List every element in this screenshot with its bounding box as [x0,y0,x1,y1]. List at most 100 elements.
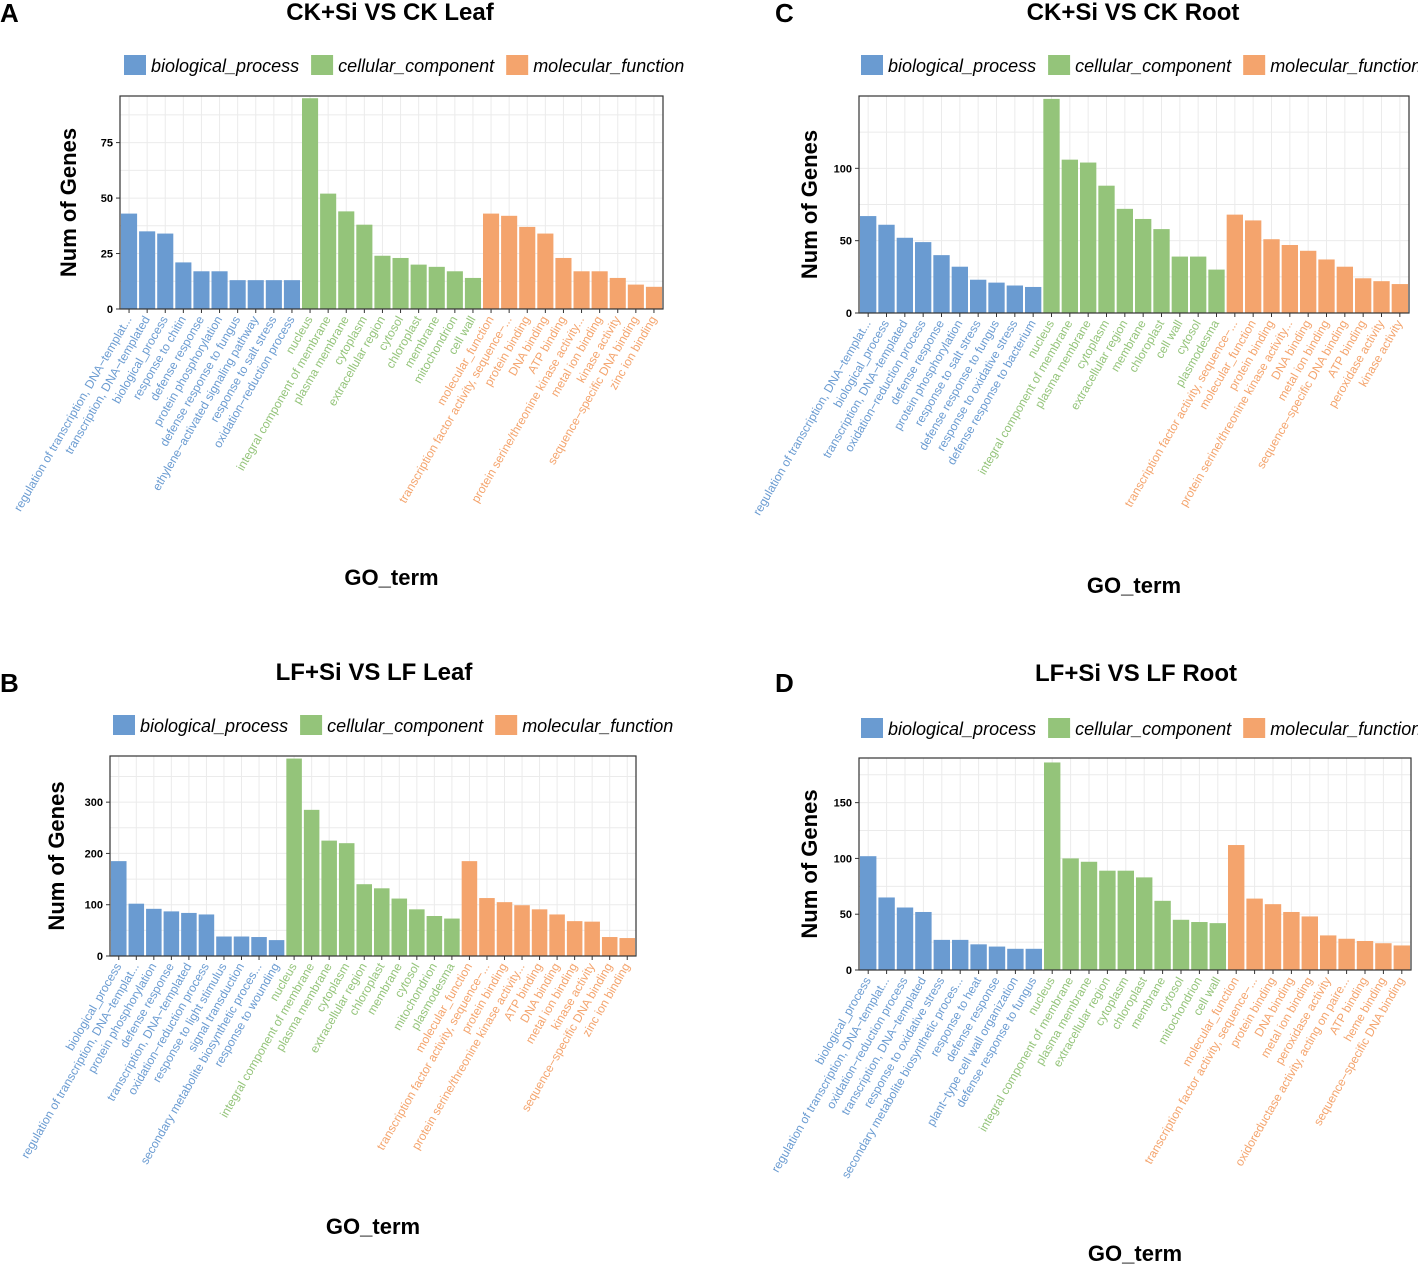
panel-b: B LF+Si VS LF Leaf biological_process cellu… [0,634,709,1268]
chart-title: CK+Si VS CK Leaf [286,0,494,26]
bar [860,216,877,313]
bar [1025,286,1042,313]
bar [1153,229,1170,313]
bar [157,233,174,309]
y-tick-label: 25 [101,249,113,261]
bar [1116,208,1133,313]
legend-swatch-biological-process [113,715,135,735]
bar [1136,877,1153,970]
y-tick-label: 100 [834,853,852,865]
bar [970,944,987,970]
bar [1281,245,1298,313]
bar [988,282,1005,313]
bar [1044,762,1061,970]
bar [1245,220,1262,313]
bar [591,271,608,309]
legend-swatch-molecular-function [495,715,518,735]
bar [951,266,968,313]
y-tick-label: 300 [85,797,103,809]
bar [584,921,600,956]
legend-swatch-molecular-function [1243,718,1266,738]
bar [374,255,391,309]
x-axis-title: GO_term [1087,573,1181,598]
chart-b: B LF+Si VS LF Leaf biological_process cellu… [0,659,673,1239]
bar [1336,266,1353,313]
bar [175,262,192,309]
legend-label-cellular-component: cellular_component [327,716,484,736]
bar [619,938,635,956]
bar [1264,904,1282,970]
chart-title: CK+Si VS CK Root [1027,0,1240,26]
panel-label: A [0,0,19,28]
bar [519,226,536,309]
bar [915,911,932,970]
bar [1062,858,1079,970]
bar [933,939,950,970]
bar [1301,916,1318,970]
y-tick-label: 100 [85,900,103,912]
bar [1283,911,1300,970]
bar [320,193,337,309]
bar [1300,250,1317,313]
chart-a: A CK+Si VS CK Leaf biological_process cellu… [0,0,684,590]
legend-label-molecular-function: molecular_function [1270,56,1418,76]
legend-label-cellular-component: cellular_component [338,56,495,76]
bar [428,266,445,309]
bar [146,908,162,956]
plot-area [120,96,663,309]
y-axis-title: Num of Genes [56,128,81,277]
bar [410,264,427,309]
y-tick-label: 100 [834,163,852,175]
bar [1356,940,1374,970]
bar [128,903,145,956]
y-tick-label: 200 [85,848,103,860]
bar [573,271,590,309]
bar [627,284,644,309]
legend-swatch-molecular-function [1243,55,1266,75]
bar [338,843,355,956]
bar [247,280,264,309]
plot-frame [858,95,1410,314]
bar [1117,870,1134,970]
legend-swatch-biological-process [861,55,883,75]
bar [952,939,969,970]
bar [1154,900,1171,970]
y-axis-title: Num of Genes [44,781,69,930]
bar [181,912,197,956]
y-axis-title: Num of Genes [797,130,822,279]
legend-label-biological-process: biological_process [140,716,288,736]
bar [537,233,554,309]
bar [265,280,282,309]
legend-swatch-cellular-component [1048,55,1071,75]
bar [1191,922,1208,970]
bar [338,211,355,309]
legend-swatch-biological-process [124,55,146,75]
bar [461,861,478,956]
bar [645,286,662,309]
bar [1373,281,1390,313]
bar [356,224,373,309]
bar [268,940,285,956]
legend-label-molecular-function: molecular_function [1270,719,1418,739]
bar [409,909,425,956]
bar [549,914,565,956]
bar [211,271,228,309]
bar [446,271,463,309]
bar [139,231,156,309]
bar [601,937,618,956]
bar [198,914,215,956]
bar [1209,923,1226,970]
bar [1393,945,1410,970]
bar [1318,259,1335,313]
plot-area [110,756,636,956]
y-tick-label: 50 [840,236,852,248]
bar [1080,861,1098,970]
bar [392,257,409,309]
bar [1226,214,1243,313]
bar [193,271,210,309]
bar [878,224,895,313]
bar [111,861,127,956]
bar [121,213,138,309]
legend-swatch-cellular-component [311,55,334,75]
x-axis-title: GO_term [344,565,438,590]
